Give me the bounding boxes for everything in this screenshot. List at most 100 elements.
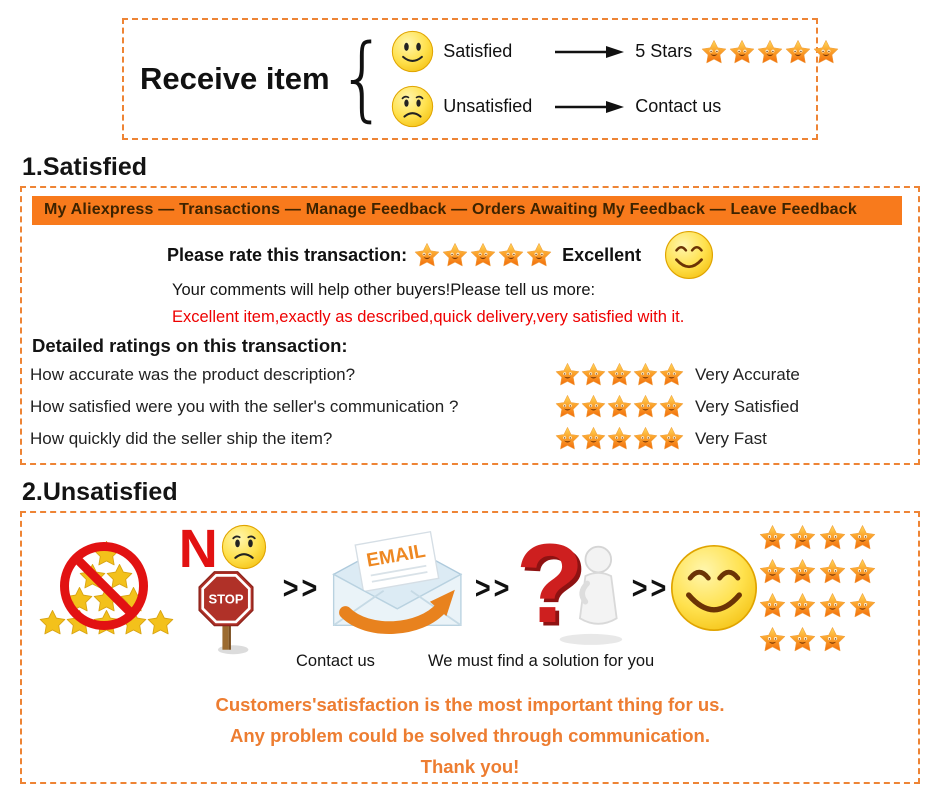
smiley-star-icon	[555, 427, 580, 450]
smiley-star-icon	[786, 39, 811, 63]
smiley-star-icon	[760, 558, 786, 583]
comments-hint: Your comments will help other buyers!Ple…	[172, 281, 596, 299]
satisfied-branch: Satisfied 5 Stars	[391, 30, 839, 73]
arrow-right-icon	[555, 45, 625, 58]
smiley-star-icon	[790, 592, 816, 617]
smiley-star-icon	[581, 363, 606, 386]
message-line: Customers'satisfaction is the most impor…	[215, 694, 725, 715]
message-line: Thank you!	[420, 756, 520, 777]
rating-row: How quickly did the seller ship the item…	[30, 424, 910, 453]
question-glyph: ?	[516, 524, 584, 646]
smiley-star-icon	[850, 524, 876, 549]
unsatisfied-heading: 2.Unsatisfied	[22, 478, 178, 506]
unsatisfied-box: N STOP >>	[20, 511, 920, 784]
smiley-star-icon	[760, 626, 786, 651]
sad-face-icon	[392, 85, 434, 128]
smiley-star-icon	[760, 592, 786, 617]
arrow-right-icon	[555, 100, 625, 113]
smiley-star-icon	[820, 558, 846, 583]
rate-value: Excellent	[562, 244, 642, 265]
stop-text: STOP	[208, 592, 243, 607]
no-stop-graphic: N STOP	[179, 520, 283, 656]
smiley-star-icon	[607, 427, 632, 450]
smiley-star-icon	[526, 243, 552, 267]
prohibition-icon	[60, 542, 148, 630]
five-stars-row	[701, 39, 839, 65]
feedback-infographic: Receive item { Satisfied 5 Stars	[0, 18, 940, 784]
big-smile-icon	[671, 544, 758, 632]
smiley-star-icon	[702, 39, 727, 63]
smiley-star-icon	[607, 363, 632, 386]
receive-item-title: Receive item	[140, 61, 330, 96]
gold-star-icon	[39, 610, 66, 635]
stop-sign-icon: STOP	[198, 571, 254, 655]
detailed-ratings-heading: Detailed ratings on this transaction:	[32, 335, 348, 356]
gold-star-icon	[147, 610, 174, 635]
smiley-star-icon	[442, 243, 468, 267]
rate-label: Please rate this transaction:	[167, 244, 408, 265]
rating-value-label: Very Accurate	[695, 364, 800, 384]
smiley-star-icon	[814, 39, 839, 63]
smiley-star-icon	[850, 558, 876, 583]
graphics-row: N STOP >>	[22, 513, 918, 656]
smiley-star-icon	[820, 524, 846, 549]
smiley-star-icon	[607, 395, 632, 418]
satisfied-box: My Aliexpress — Transactions — Manage Fe…	[20, 186, 920, 465]
chevron-right-icon: >>	[631, 570, 670, 605]
smiley-star-icon	[555, 395, 580, 418]
smiley-star-icon	[730, 39, 755, 63]
rating-question: How accurate was the product description…	[30, 364, 356, 384]
question-glyph-shadow: ?	[520, 525, 588, 650]
satisfied-label: Satisfied	[443, 41, 513, 61]
no-label: N	[178, 519, 218, 579]
smiley-star-icon	[633, 427, 658, 450]
message-line: Any problem could be solved through comm…	[229, 725, 710, 746]
satisfied-heading: 1.Satisfied	[22, 153, 148, 181]
grin-face-icon	[665, 230, 714, 280]
smiley-star-icon	[850, 592, 876, 617]
smiley-star-icon	[659, 395, 684, 418]
no-low-stars-graphic	[34, 524, 179, 652]
rating-row: How accurate was the product description…	[30, 360, 910, 389]
five-star-grid	[759, 524, 906, 653]
rating-question: How quickly did the seller ship the item…	[30, 428, 333, 448]
smiley-star-icon	[470, 243, 496, 267]
smiley-star-icon	[790, 524, 816, 549]
rating-stars[interactable]	[555, 362, 687, 387]
rate-line: Please rate this transaction: Excellent	[167, 230, 918, 280]
five-stars-label: 5 Stars	[635, 41, 693, 61]
contact-us-caption: Contact us	[296, 652, 375, 670]
comment-example: Excellent item,exactly as described,quic…	[172, 308, 685, 326]
rating-question: How satisfied were you with the seller's…	[30, 396, 459, 416]
footer-messages: Customers'satisfaction is the most impor…	[22, 689, 918, 782]
smiley-star-icon	[633, 363, 658, 386]
sad-face-icon	[221, 524, 266, 570]
smiley-star-icon	[820, 626, 846, 651]
smiley-star-icon	[555, 363, 580, 386]
rating-stars[interactable]	[414, 242, 552, 268]
email-envelope-icon: EMAIL	[332, 530, 463, 635]
smiley-star-icon	[659, 363, 684, 386]
chevron-right-icon: >>	[282, 570, 321, 605]
smiley-star-icon	[581, 427, 606, 450]
solution-caption: We must find a solution for you	[428, 652, 655, 670]
breadcrumb[interactable]: My Aliexpress — Transactions — Manage Fe…	[32, 196, 902, 225]
happy-face-icon	[392, 30, 434, 73]
contact-us-label: Contact us	[635, 96, 722, 116]
smiley-star-icon	[760, 524, 786, 549]
rating-value-label: Very Satisfied	[695, 396, 799, 416]
smiley-star-icon	[790, 558, 816, 583]
rating-value-label: Very Fast	[695, 428, 767, 448]
question-mark-icon: ? ?	[516, 524, 623, 650]
branches: Satisfied 5 Stars	[391, 30, 839, 128]
smiley-star-icon	[659, 427, 684, 450]
rating-row: How satisfied were you with the seller's…	[30, 392, 910, 421]
rating-stars[interactable]	[555, 394, 687, 419]
receive-item-box: Receive item { Satisfied 5 Stars	[122, 18, 839, 140]
brace-glyph: {	[337, 25, 388, 133]
rating-stars[interactable]	[555, 426, 687, 451]
smiley-star-icon	[790, 626, 816, 651]
smiley-star-icon	[758, 39, 783, 63]
smiley-star-icon	[633, 395, 658, 418]
chevron-right-icon: >>	[474, 570, 513, 605]
